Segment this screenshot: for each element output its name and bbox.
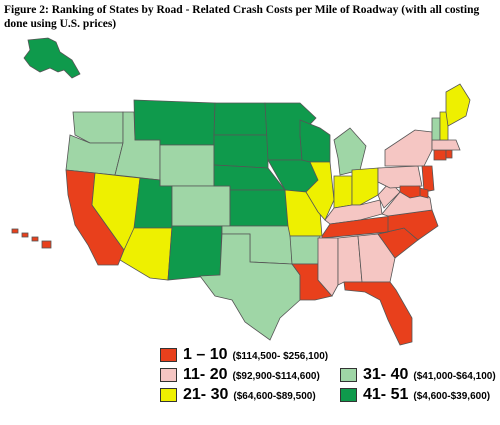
state-CO bbox=[171, 185, 231, 227]
legend-item-1-10: 1 – 10 ($114,500- $256,100) bbox=[160, 346, 328, 364]
legend-label-21-30: 21- 30 bbox=[183, 386, 229, 403]
legend-range-31-40: ($41,000-$64,100) bbox=[413, 371, 496, 382]
state-NM bbox=[167, 225, 223, 281]
legend-swatch-11-20 bbox=[160, 368, 177, 382]
figure-title: Figure 2: Ranking of States by Road - Re… bbox=[4, 4, 480, 30]
state-ND bbox=[213, 102, 269, 136]
state-HI-3 bbox=[31, 236, 39, 242]
state-WA bbox=[72, 111, 124, 144]
state-MS bbox=[317, 237, 339, 297]
state-IL bbox=[305, 161, 335, 221]
state-KS bbox=[229, 189, 289, 227]
legend-range-1-10: ($114,500- $256,100) bbox=[232, 351, 329, 362]
state-ME bbox=[445, 83, 471, 127]
legend-swatch-1-10 bbox=[160, 348, 177, 362]
state-PA bbox=[377, 165, 423, 189]
legend-label-1-10: 1 – 10 bbox=[183, 346, 228, 363]
state-TX bbox=[199, 233, 301, 341]
legend-swatch-41-51 bbox=[340, 388, 357, 402]
state-IN bbox=[333, 175, 353, 209]
legend-range-11-20: ($92,900-$114,600) bbox=[232, 371, 320, 382]
state-GA bbox=[357, 233, 396, 283]
legend-label-31-40: 31- 40 bbox=[363, 366, 409, 383]
legend-swatch-31-40 bbox=[340, 368, 357, 382]
state-NJ bbox=[421, 165, 435, 193]
state-OH bbox=[351, 167, 379, 206]
state-SD bbox=[213, 134, 269, 169]
legend-item-41-51: 41- 51 ($4,600-$39,600) bbox=[340, 386, 490, 404]
state-HI-1 bbox=[11, 228, 19, 234]
state-AR bbox=[289, 235, 321, 265]
state-DE bbox=[419, 187, 429, 199]
state-WI bbox=[299, 119, 331, 163]
state-NH bbox=[439, 111, 449, 141]
state-VT bbox=[431, 117, 441, 141]
legend-item-21-30: 21- 30 ($64,600-$89,500) bbox=[160, 386, 316, 404]
legend-range-41-51: ($4,600-$39,600) bbox=[413, 391, 491, 402]
legend-swatch-21-30 bbox=[160, 388, 177, 402]
state-WY bbox=[159, 144, 215, 187]
state-HI-4 bbox=[41, 240, 52, 249]
state-MI bbox=[333, 127, 367, 176]
state-FL bbox=[343, 281, 413, 346]
legend-range-21-30: ($64,600-$89,500) bbox=[233, 391, 316, 402]
legend-item-11-20: 11- 20 ($92,900-$114,600) bbox=[160, 366, 320, 384]
state-AK bbox=[23, 37, 81, 79]
state-NC bbox=[377, 209, 439, 241]
legend-label-41-51: 41- 51 bbox=[363, 386, 409, 403]
legend-label-11-20: 11- 20 bbox=[183, 366, 228, 383]
state-MT bbox=[133, 99, 216, 146]
state-MA bbox=[431, 139, 461, 151]
legend-item-31-40: 31- 40 ($41,000-$64,100) bbox=[340, 366, 496, 384]
state-HI-2 bbox=[21, 232, 29, 238]
state-CT bbox=[433, 149, 447, 161]
state-NY bbox=[384, 129, 433, 167]
state-MD bbox=[399, 185, 421, 199]
state-RI bbox=[445, 149, 453, 159]
